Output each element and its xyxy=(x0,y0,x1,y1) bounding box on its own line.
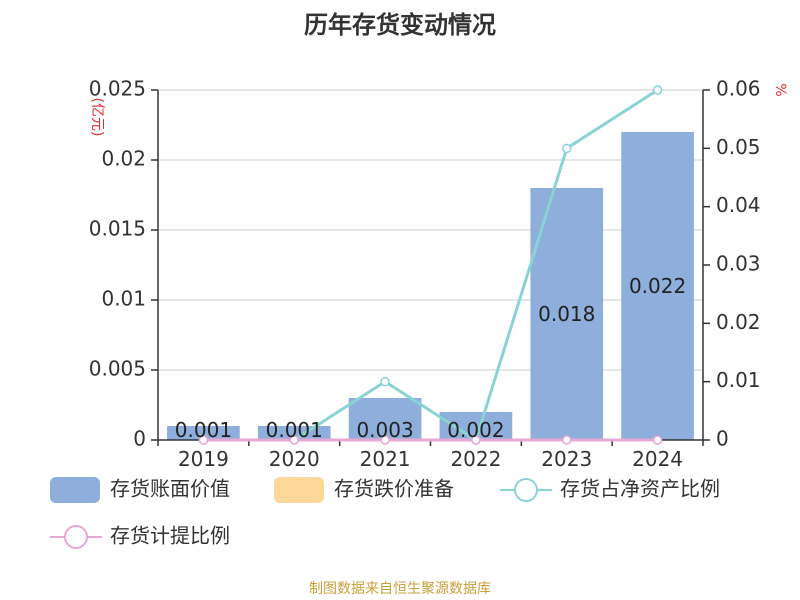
left-tick-label: 0.015 xyxy=(89,217,146,241)
data-labels: 0.001 0.001 0.003 0.002 0.018 0.022 xyxy=(175,274,686,442)
x-tick-label: 2021 xyxy=(360,447,411,471)
x-tick-label: 2022 xyxy=(450,447,501,471)
bar-value-label: 0.001 xyxy=(266,418,323,442)
x-tick-label: 2020 xyxy=(269,447,320,471)
bar-value-label: 0.003 xyxy=(356,418,413,442)
legend-marker xyxy=(64,525,88,549)
left-axis-unit: (亿元) xyxy=(89,98,105,137)
bar-value-label: 0.001 xyxy=(175,418,232,442)
line-point xyxy=(652,435,663,445)
line-point xyxy=(562,435,572,445)
legend-swatch xyxy=(274,477,324,503)
line-point xyxy=(289,435,299,445)
line-point xyxy=(471,435,481,445)
bars xyxy=(167,132,694,440)
x-tick-label: 2024 xyxy=(632,447,683,471)
line-point xyxy=(562,143,572,154)
right-tick-label: 0.03 xyxy=(716,252,761,276)
bar-value-label: 0.018 xyxy=(538,302,595,326)
ticks: 0 0.005 0.01 0.015 0.02 0.025 0 0.01 0.02 0.03 0.0… xyxy=(89,77,761,472)
bar xyxy=(348,398,422,440)
left-tick-label: 0.02 xyxy=(101,147,146,171)
x-tick-label: 2019 xyxy=(178,447,229,471)
right-tick-label: 0.04 xyxy=(716,193,761,217)
legend-marker xyxy=(514,478,538,502)
chart-title: 历年存货变动情况 xyxy=(304,11,496,39)
bar xyxy=(621,132,694,440)
bar-value-label: 0.002 xyxy=(447,418,504,442)
bar xyxy=(167,426,240,440)
right-tick-label: 0.05 xyxy=(716,135,761,159)
bar-value-label: 0.022 xyxy=(629,274,686,298)
left-tick-label: 0.01 xyxy=(101,287,146,311)
right-tick-label: 0 xyxy=(716,427,729,451)
legend-label: 存货占净资产比例 xyxy=(560,477,720,501)
legend-label: 存货账面价值 xyxy=(110,477,230,501)
left-tick-label: 0.025 xyxy=(89,77,146,101)
legend-label: 存货计提比例 xyxy=(110,524,230,548)
line-point xyxy=(198,435,209,445)
line-point xyxy=(380,376,390,387)
right-tick-label: 0.06 xyxy=(716,77,761,101)
right-axis-unit: % xyxy=(772,83,788,96)
legend-label: 存货跌价准备 xyxy=(334,477,454,501)
source-note: 制图数据来自恒生聚源数据库 xyxy=(309,581,491,597)
right-tick-label: 0.02 xyxy=(716,310,761,334)
left-tick-label: 0.005 xyxy=(89,357,146,381)
line-point xyxy=(652,85,663,95)
lines xyxy=(198,85,663,445)
line-point xyxy=(380,435,390,445)
legend-swatch xyxy=(50,477,100,503)
x-tick-label: 2023 xyxy=(541,447,592,471)
right-tick-label: 0.01 xyxy=(716,368,761,392)
left-tick-label: 0 xyxy=(133,427,146,451)
